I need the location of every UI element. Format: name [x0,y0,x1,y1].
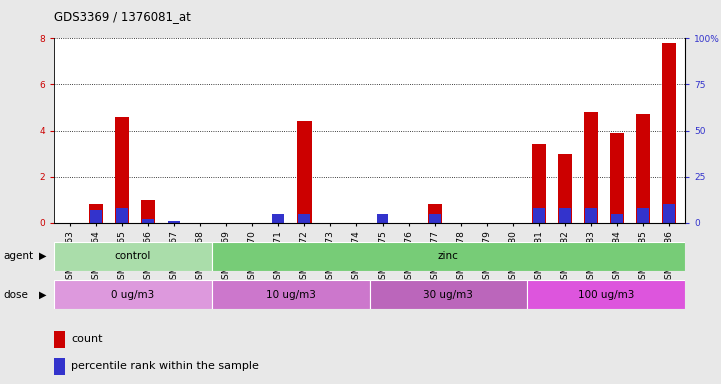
Bar [54,280,212,309]
Text: 10 ug/m3: 10 ug/m3 [266,290,316,300]
Bar [610,133,624,223]
Text: zinc: zinc [438,251,459,262]
Text: control: control [115,251,151,262]
Bar [141,200,155,223]
Bar [429,214,441,223]
Bar [532,144,546,223]
Text: 0 ug/m3: 0 ug/m3 [111,290,154,300]
Text: percentile rank within the sample: percentile rank within the sample [71,361,259,371]
Text: count: count [71,334,102,344]
Bar [662,43,676,223]
Text: GDS3369 / 1376081_at: GDS3369 / 1376081_at [54,10,191,23]
Bar [89,204,103,223]
Bar [142,219,154,223]
Bar [298,214,310,223]
Bar [54,331,66,348]
Text: 30 ug/m3: 30 ug/m3 [423,290,473,300]
Text: 100 ug/m3: 100 ug/m3 [578,290,634,300]
Bar [585,208,597,223]
Bar [611,214,623,223]
Bar [527,280,685,309]
Bar [116,208,128,223]
Text: ▶: ▶ [39,290,46,300]
Bar [558,154,572,223]
Bar [297,121,311,223]
Bar [559,208,571,223]
Bar [533,208,545,223]
Bar [212,280,369,309]
Bar [428,204,442,223]
Text: ▶: ▶ [39,251,46,261]
Bar [90,210,102,223]
Bar [54,242,212,271]
Bar [376,214,389,223]
Text: dose: dose [4,290,29,300]
Bar [168,221,180,223]
Text: agent: agent [4,251,34,261]
Bar [54,358,66,375]
Bar [636,114,650,223]
Bar [212,242,685,271]
Bar [273,214,284,223]
Bar [369,280,527,309]
Bar [115,117,129,223]
Bar [637,208,649,223]
Bar [663,204,675,223]
Bar [584,112,598,223]
